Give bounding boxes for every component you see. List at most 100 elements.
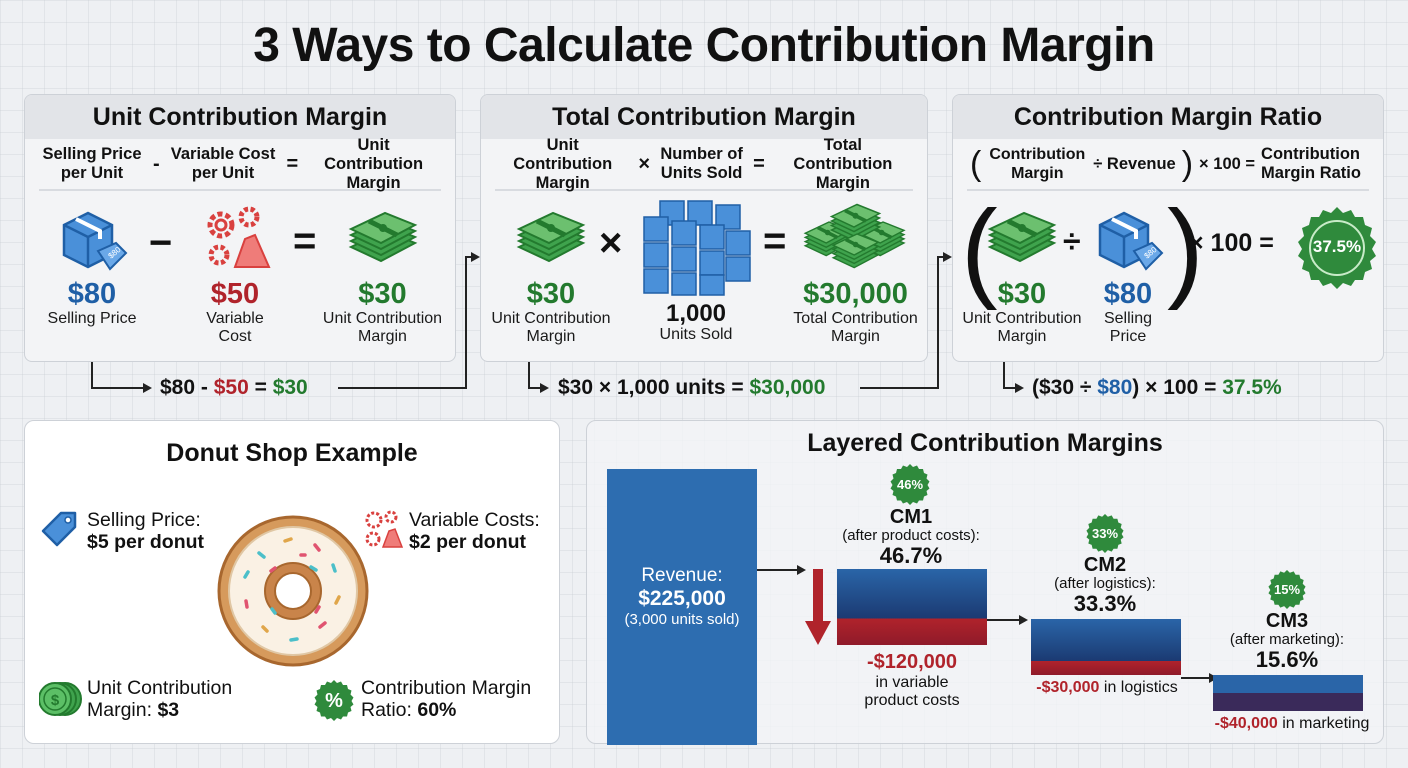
coins-icon: $	[39, 682, 82, 716]
cm3-badge: 15%	[1267, 569, 1307, 609]
down-arrow-icon	[805, 569, 831, 645]
label: Selling Price	[1103, 310, 1153, 345]
connector	[91, 362, 93, 388]
variable-costs-text: Variable Costs: $2 per donut	[409, 509, 540, 553]
arrow-icon	[943, 252, 952, 262]
cash-stack-icon	[345, 203, 421, 273]
arrow-icon	[1019, 615, 1028, 625]
calc-part: ) × 100 =	[1132, 376, 1223, 399]
variable-cost-item: $50 Variable Cost	[180, 203, 290, 346]
cost-value: -$40,000	[1214, 715, 1278, 732]
price-tag-icon	[41, 511, 77, 547]
donut-image	[217, 515, 369, 667]
cm1-label: CM1 (after product costs): 46.7%	[819, 507, 1003, 568]
cost-value: -$120,000	[866, 651, 958, 673]
donut-shop-panel: Donut Shop Example Selling Price: $5 per…	[24, 420, 560, 744]
calc-part: ($30 ÷	[1032, 376, 1098, 399]
calc-part: =	[248, 376, 273, 399]
value: $30	[526, 278, 576, 310]
layered-heading: Layered Contribution Margins	[807, 429, 1163, 457]
cm1-bar	[837, 569, 987, 645]
cm-ratio-heading: Contribution Margin Ratio	[953, 95, 1383, 139]
badge-value: 37.5%	[1312, 237, 1362, 256]
equals-operator: =	[763, 219, 787, 263]
calc-part: -	[195, 376, 214, 399]
total-cm-formula: Unit Contribution Margin × Number of Uni…	[495, 135, 913, 192]
svg-text:$: $	[51, 692, 60, 709]
badge-value: 33%	[1091, 525, 1119, 541]
value: $5 per donut	[87, 531, 205, 553]
value: 60%	[417, 699, 457, 721]
label: Ratio:	[361, 699, 418, 721]
page-title: 3 Ways to Calculate Contribution Margin	[253, 19, 1155, 72]
arrow-icon	[143, 383, 152, 393]
value: 1,000	[665, 300, 727, 327]
equals-operator: =	[293, 219, 317, 263]
formula-operator: × 100 =	[1199, 154, 1256, 173]
revenue-value: $225,000	[638, 587, 726, 610]
seal-icon	[1268, 569, 1306, 609]
stacked-boxes-icon	[643, 200, 751, 296]
ratio-badge: 37.5%	[1295, 205, 1379, 289]
connector	[91, 387, 145, 389]
connector	[465, 256, 467, 389]
total-cm-calc: $30 × 1,000 units = $30,000	[558, 376, 825, 400]
connector	[1003, 362, 1005, 388]
times-operator: ×	[599, 221, 623, 265]
times-100-equals: × 100 =	[1189, 229, 1274, 257]
calc-result: $30,000	[749, 376, 826, 399]
revenue-note: (3,000 units sold)	[624, 611, 740, 628]
value: $80	[67, 278, 117, 310]
arrow-icon	[1015, 383, 1024, 393]
cm-ratio-formula: ( Contribution Margin ÷ Revenue ) × 100 …	[967, 139, 1369, 191]
formula-result: Total Contribution Margin	[793, 135, 893, 192]
formula-operator: =	[753, 152, 765, 175]
label: Unit Contribution Margin	[322, 310, 443, 345]
value-line: Margin: $3	[87, 699, 232, 721]
seal-icon	[1086, 513, 1124, 553]
units-sold-item: 1,000 Units Sold	[631, 197, 761, 344]
percent-seal-icon: %	[314, 680, 354, 721]
arrow-icon	[540, 383, 549, 393]
unit-cm-card: Unit Contribution Margin Selling Price p…	[24, 94, 456, 362]
connector	[1181, 677, 1211, 679]
cm-pct: 15.6%	[1255, 647, 1319, 672]
donut-heading: Donut Shop Example	[166, 439, 418, 467]
connector	[860, 387, 938, 389]
minus-operator: −	[149, 221, 173, 265]
cm2-cost: -$30,000 in logistics	[1017, 679, 1197, 697]
value: $2 per donut	[409, 531, 527, 553]
ratio-calc: ($30 ÷ $80) × 100 = 37.5%	[1032, 376, 1282, 400]
selling-price-item: $80 Selling Price	[1083, 203, 1173, 346]
calc-result: 37.5%	[1222, 376, 1282, 399]
value: $3	[157, 699, 180, 721]
formula-term: Unit Contribution Margin	[513, 135, 613, 192]
label: Selling Price:	[87, 509, 201, 531]
unit-cm-formula: Selling Price per Unit - Variable Cost p…	[39, 135, 441, 192]
calc-part: =	[725, 376, 750, 399]
right-paren: )	[1181, 144, 1194, 183]
formula-result: Unit Contribution Margin	[324, 135, 424, 192]
seal-icon	[1298, 207, 1376, 289]
value-line: Ratio: 60%	[361, 699, 531, 721]
calc-part: $50	[213, 376, 249, 399]
cost-desc: in marketing	[1277, 715, 1370, 732]
formula-term: Variable Cost per Unit	[170, 145, 276, 182]
connector	[987, 619, 1021, 621]
connector	[937, 256, 945, 258]
formula-operator: -	[152, 152, 160, 175]
calc-part: $80	[160, 376, 196, 399]
cm-name: CM3	[1265, 610, 1309, 632]
cm-desc: (after logistics):	[1054, 575, 1156, 592]
badge-value: 46%	[896, 476, 924, 492]
connector	[1003, 387, 1017, 389]
total-cm-heading: Total Contribution Margin	[481, 95, 927, 139]
total-cm-card: Total Contribution Margin Unit Contribut…	[480, 94, 928, 362]
unit-cm-item: $30 Unit Contribution Margin	[953, 203, 1091, 346]
formula-operator: ×	[638, 152, 651, 175]
unit-cm-item: $30 Unit Contribution Margin	[481, 203, 621, 346]
unit-cm-calc: $80 - $50 = $30	[160, 376, 308, 400]
connector	[937, 256, 939, 389]
cm2-bar	[1031, 619, 1181, 675]
cm-name: CM1	[889, 506, 933, 528]
